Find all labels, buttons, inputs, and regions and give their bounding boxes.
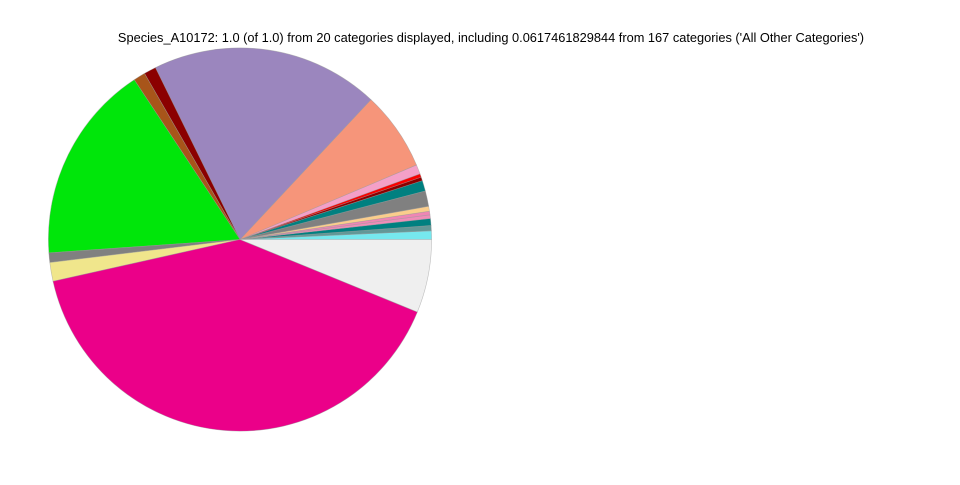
- svg-text:Species_A10172: 1.0 (of 1.0) f: Species_A10172: 1.0 (of 1.0) from 20 cat…: [118, 30, 864, 45]
